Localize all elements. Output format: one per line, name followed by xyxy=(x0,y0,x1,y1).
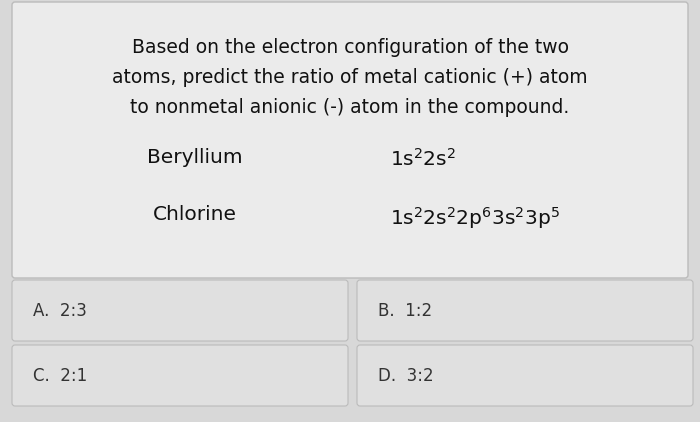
Text: B.  1:2: B. 1:2 xyxy=(378,302,432,320)
Text: $\mathregular{1s^{2}2s^{2}2p^{6}3s^{2}3p^{5}}$: $\mathregular{1s^{2}2s^{2}2p^{6}3s^{2}3p… xyxy=(390,205,560,231)
Text: D.  3:2: D. 3:2 xyxy=(378,367,433,385)
Text: A.  2:3: A. 2:3 xyxy=(33,302,87,320)
Text: Beryllium: Beryllium xyxy=(147,148,243,167)
Text: Chlorine: Chlorine xyxy=(153,205,237,224)
FancyBboxPatch shape xyxy=(12,345,348,406)
FancyBboxPatch shape xyxy=(357,345,693,406)
FancyBboxPatch shape xyxy=(357,280,693,341)
Text: Based on the electron configuration of the two: Based on the electron configuration of t… xyxy=(132,38,568,57)
FancyBboxPatch shape xyxy=(12,280,348,341)
Text: C.  2:1: C. 2:1 xyxy=(33,367,88,385)
Text: to nonmetal anionic (-) atom in the compound.: to nonmetal anionic (-) atom in the comp… xyxy=(130,98,570,117)
FancyBboxPatch shape xyxy=(12,2,688,278)
Text: $\mathregular{1s^{2}2s^{2}}$: $\mathregular{1s^{2}2s^{2}}$ xyxy=(390,148,456,170)
Text: atoms, predict the ratio of metal cationic (+) atom: atoms, predict the ratio of metal cation… xyxy=(112,68,588,87)
